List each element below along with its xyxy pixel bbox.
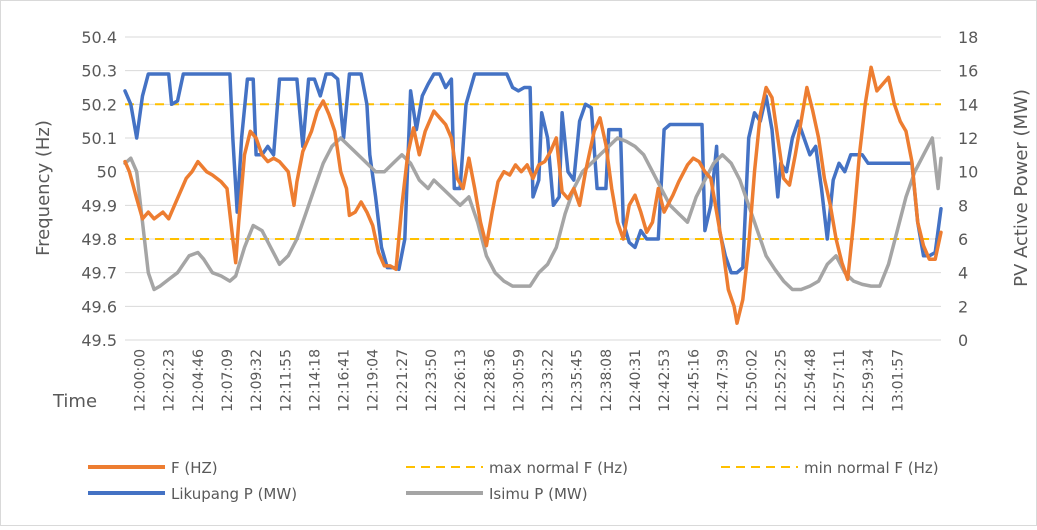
x-tick-label: 12:35:45 bbox=[570, 349, 586, 412]
x-tick-label: 12:16:41 bbox=[337, 349, 353, 412]
x-tick-label: 12:23:50 bbox=[424, 349, 440, 412]
left-tick-label: 50.4 bbox=[81, 28, 117, 47]
x-tick-label: 12:02:23 bbox=[162, 349, 178, 412]
left-tick-label: 49.5 bbox=[81, 331, 117, 350]
legend-label: Isimu P (MW) bbox=[489, 485, 588, 503]
x-tick-label: 12:00:00 bbox=[133, 349, 149, 412]
right-tick-label: 4 bbox=[958, 264, 968, 283]
left-tick-label: 50.2 bbox=[81, 95, 117, 114]
right-tick-label: 12 bbox=[958, 129, 978, 148]
x-tick-label: 13:01:57 bbox=[890, 349, 906, 412]
x-tick-label: 12:14:18 bbox=[307, 349, 323, 412]
x-tick-label: 12:19:04 bbox=[366, 349, 382, 412]
legend-label: max normal F (Hz) bbox=[489, 459, 628, 477]
legend-label: min normal F (Hz) bbox=[804, 459, 939, 477]
x-tick-label: 12:54:48 bbox=[803, 349, 819, 412]
x-tick-label: 12:33:22 bbox=[541, 349, 557, 412]
right-tick-label: 2 bbox=[958, 297, 968, 316]
x-axis-ticks: 12:00:00 12:02:23 12:04:46 12:07:09 12:09:32… bbox=[133, 349, 907, 412]
right-axis-ticks: 18 16 14 12 10 8 6 4 2 0 bbox=[958, 28, 978, 350]
x-tick-label: 12:52:25 bbox=[774, 349, 790, 412]
series-layer bbox=[123, 65, 943, 325]
left-tick-label: 50.3 bbox=[81, 62, 117, 81]
x-tick-label: 12:38:08 bbox=[599, 349, 615, 412]
legend-label: F (HZ) bbox=[171, 459, 218, 477]
left-tick-label: 49.7 bbox=[81, 264, 117, 283]
x-tick-label: 12:09:32 bbox=[249, 349, 265, 412]
left-axis-title: Frequency (Hz) bbox=[33, 120, 54, 256]
left-tick-label: 49.9 bbox=[81, 196, 117, 215]
x-tick-label: 12:28:36 bbox=[482, 349, 498, 412]
right-tick-label: 14 bbox=[958, 95, 978, 114]
left-tick-label: 49.8 bbox=[81, 230, 117, 249]
right-tick-label: 0 bbox=[958, 331, 968, 350]
x-tick-label: 12:07:09 bbox=[220, 349, 236, 412]
x-tick-label: 12:59:34 bbox=[861, 349, 877, 412]
right-axis-title: PV Active Power (MW) bbox=[1011, 89, 1032, 287]
right-tick-label: 6 bbox=[958, 230, 968, 249]
legend: F (HZ) max normal F (Hz) min normal F (Hz)… bbox=[88, 459, 939, 503]
x-tick-label: 12:45:16 bbox=[686, 349, 702, 412]
right-tick-label: 10 bbox=[958, 163, 978, 182]
left-axis-ticks: 50.4 50.3 50.2 50.1 50 49.9 49.8 49.7 49.6 49.5 bbox=[81, 28, 117, 350]
right-tick-label: 16 bbox=[958, 62, 978, 81]
x-tick-label: 12:04:46 bbox=[191, 349, 207, 412]
series-line bbox=[123, 65, 943, 325]
right-tick-label: 18 bbox=[958, 28, 978, 47]
x-tick-label: 12:42:53 bbox=[657, 349, 673, 412]
left-tick-label: 50.1 bbox=[81, 129, 117, 148]
x-tick-label: 12:26:13 bbox=[453, 349, 469, 412]
left-tick-label: 50 bbox=[97, 163, 117, 182]
x-tick-label: 12:40:31 bbox=[628, 349, 644, 412]
x-tick-label: 12:11:55 bbox=[278, 349, 294, 412]
x-tick-label: 12:50:02 bbox=[745, 349, 761, 412]
legend-label: Likupang P (MW) bbox=[171, 485, 297, 503]
x-axis-title: Time bbox=[52, 391, 97, 412]
x-tick-label: 12:47:39 bbox=[715, 349, 731, 412]
x-tick-label: 12:57:11 bbox=[832, 349, 848, 412]
x-tick-label: 12:30:59 bbox=[511, 349, 527, 412]
x-tick-label: 12:21:27 bbox=[395, 349, 411, 412]
left-tick-label: 49.6 bbox=[81, 297, 117, 316]
right-tick-label: 8 bbox=[958, 196, 968, 215]
series-line bbox=[123, 136, 943, 292]
